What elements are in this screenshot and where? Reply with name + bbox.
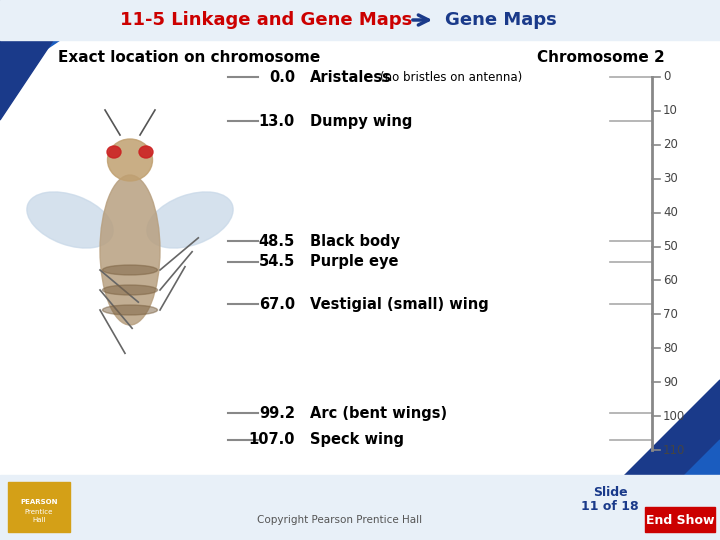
Text: Purple eye: Purple eye [310,254,398,269]
Text: End Show: End Show [646,514,714,526]
Polygon shape [620,440,720,540]
Text: 99.2: 99.2 [259,406,295,421]
Bar [0,475,720,540]
Text: 100: 100 [663,410,685,423]
Text: Dumpy wing: Dumpy wing [310,113,413,129]
Polygon shape [560,380,720,540]
Text: 70: 70 [663,308,678,321]
Ellipse shape [102,265,158,275]
Text: Arc (bent wings): Arc (bent wings) [310,406,447,421]
Text: Hall: Hall [32,517,46,523]
Text: Gene Maps: Gene Maps [445,11,557,29]
Text: Prentice: Prentice [24,509,53,515]
Ellipse shape [102,285,158,295]
Text: Chromosome 2: Chromosome 2 [537,50,665,64]
Text: Slide: Slide [593,485,627,498]
Text: 48.5: 48.5 [258,234,295,249]
Ellipse shape [27,192,113,248]
Text: Speck wing: Speck wing [310,433,404,447]
Polygon shape [0,0,80,120]
Text: 107.0: 107.0 [248,433,295,447]
Text: (no bristles on antenna): (no bristles on antenna) [380,71,522,84]
Ellipse shape [102,305,158,315]
Text: 90: 90 [663,376,678,389]
Text: Exact location on chromosome: Exact location on chromosome [58,50,320,64]
Text: Vestigial (small) wing: Vestigial (small) wing [310,296,489,312]
Text: 50: 50 [663,240,678,253]
Text: 0: 0 [663,71,670,84]
Text: 67.0: 67.0 [259,296,295,312]
Ellipse shape [107,146,121,158]
Text: 0.0: 0.0 [269,70,295,84]
Text: Black body: Black body [310,234,400,249]
Text: 30: 30 [663,172,678,185]
Bar [645,507,715,532]
Text: 60: 60 [663,274,678,287]
Text: 10: 10 [663,104,678,117]
Text: Copyright Pearson Prentice Hall: Copyright Pearson Prentice Hall [258,515,423,525]
Text: 20: 20 [663,138,678,151]
Text: 13.0: 13.0 [258,113,295,129]
Bar [0,0,720,40]
Text: 40: 40 [663,206,678,219]
Ellipse shape [139,146,153,158]
Text: 11-5 Linkage and Gene Maps: 11-5 Linkage and Gene Maps [120,11,413,29]
Text: 11 of 18: 11 of 18 [581,500,639,512]
Ellipse shape [107,139,153,181]
Ellipse shape [147,192,233,248]
Text: 110: 110 [663,443,685,456]
Text: PEARSON: PEARSON [20,499,58,505]
Ellipse shape [100,175,160,325]
Polygon shape [0,0,120,80]
Bar [8,482,70,532]
Text: 80: 80 [663,342,678,355]
Text: 54.5: 54.5 [258,254,295,269]
Text: Aristaless: Aristaless [310,70,392,84]
